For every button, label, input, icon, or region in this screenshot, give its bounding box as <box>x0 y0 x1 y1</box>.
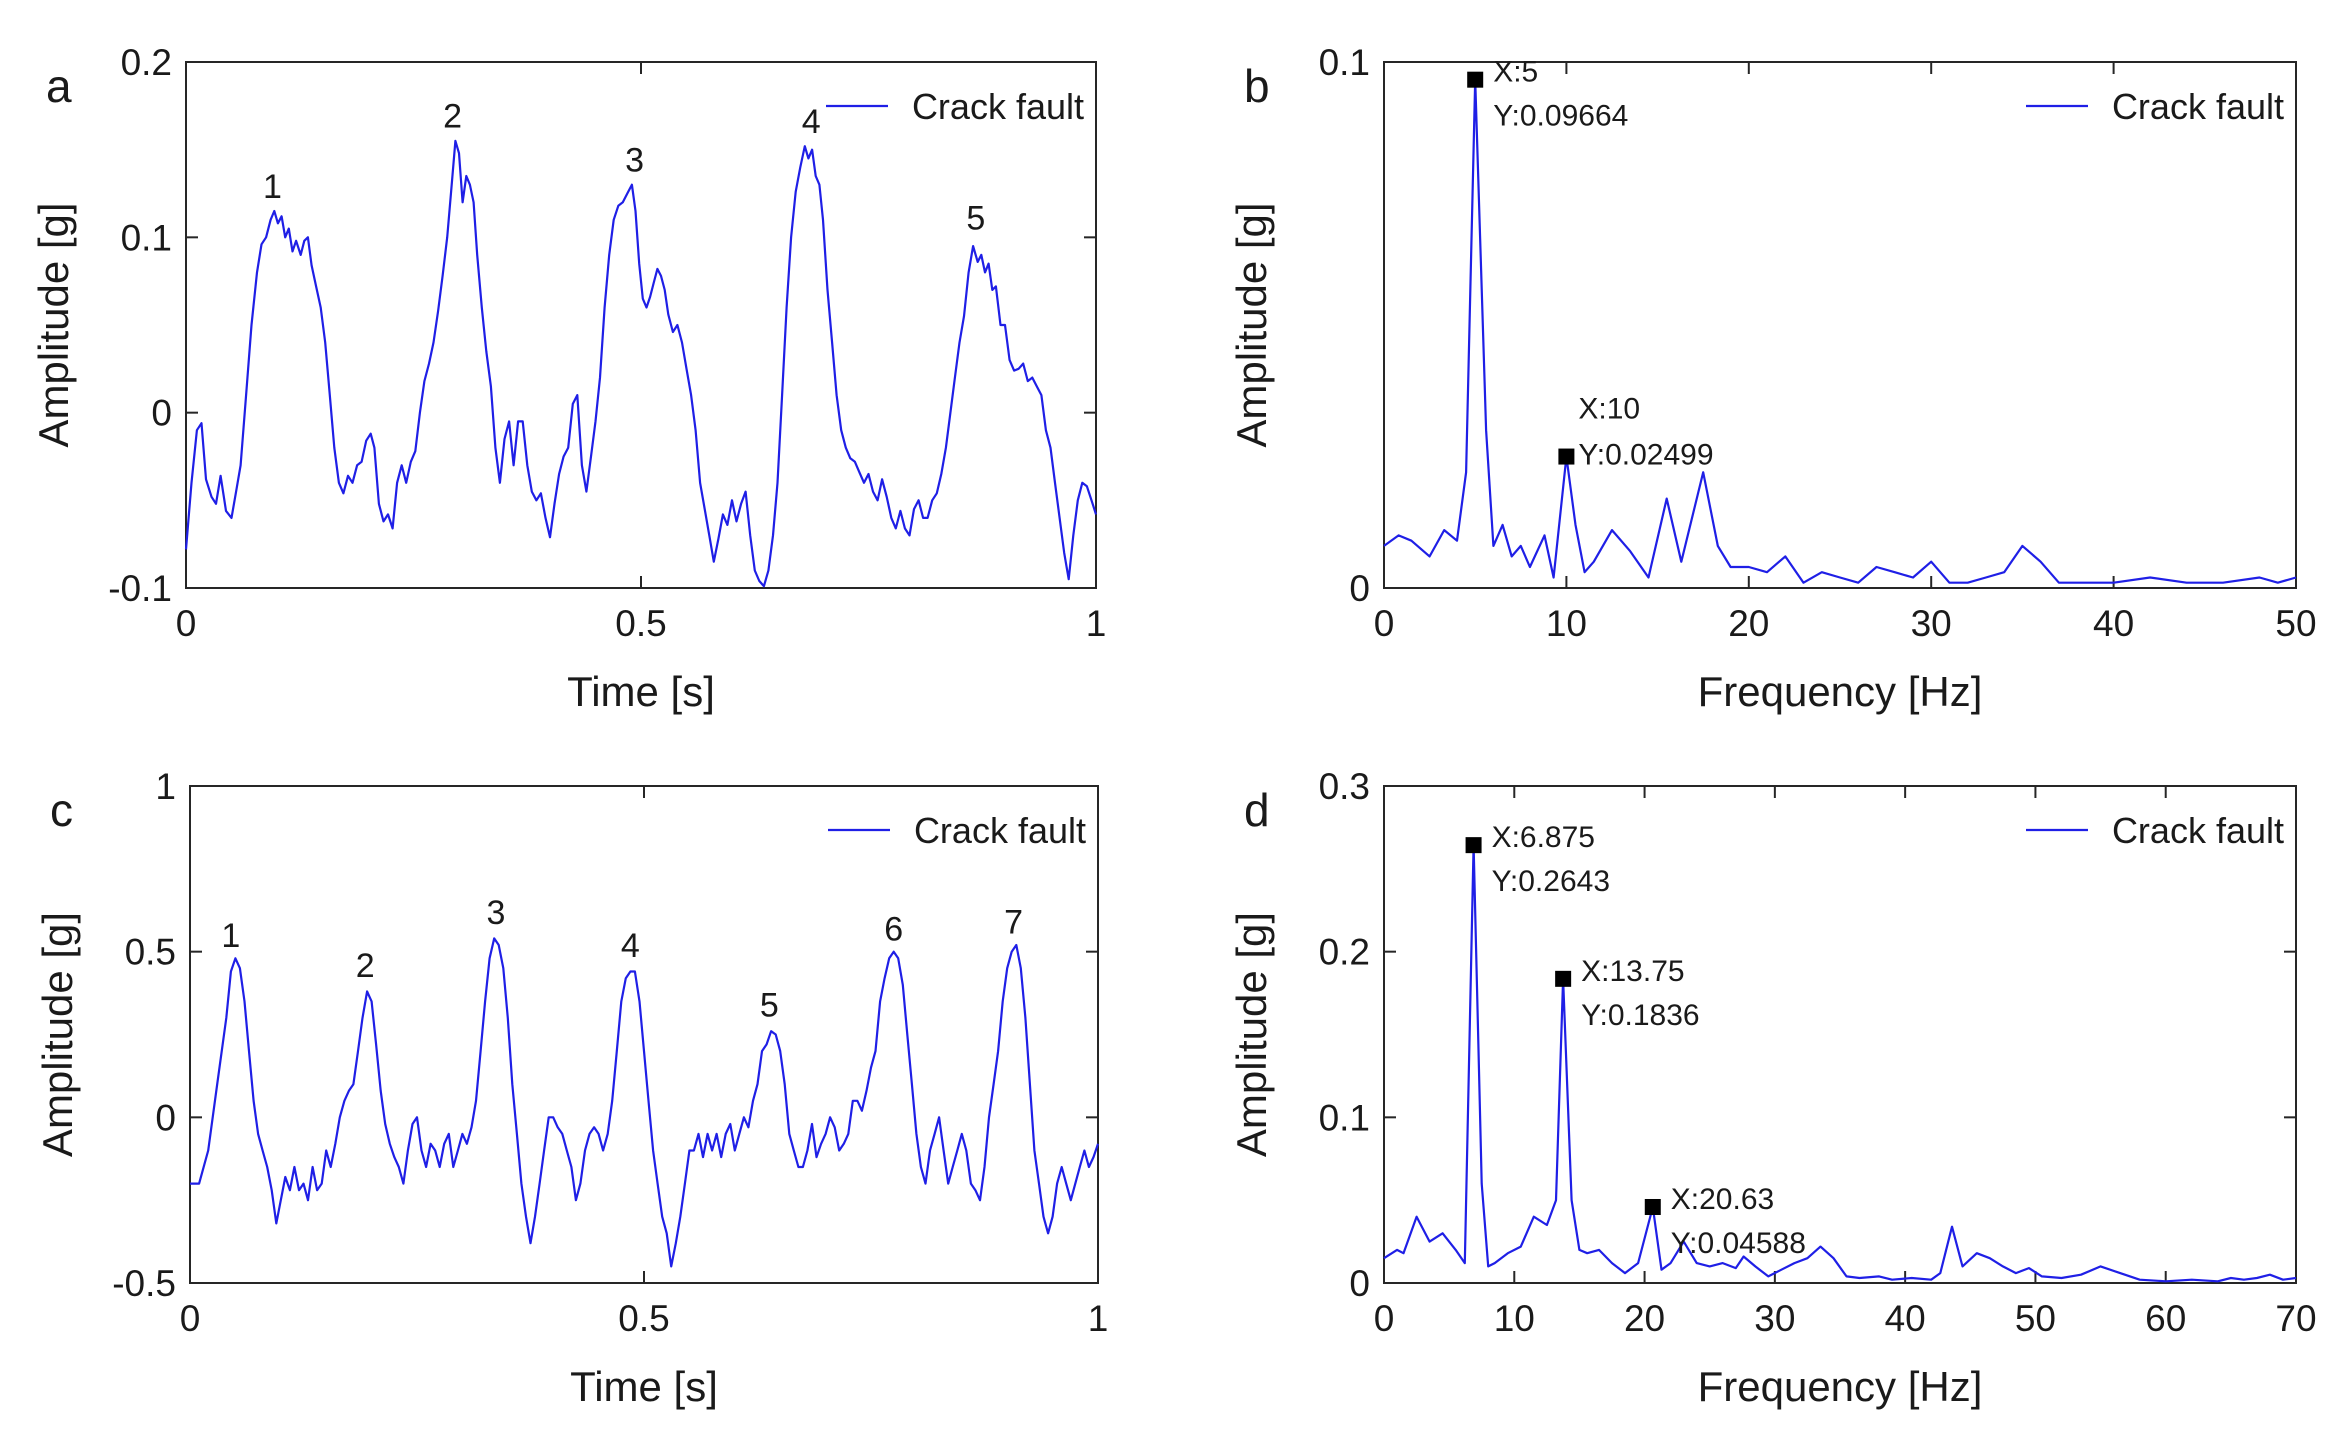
y-tick-label: 0.1 <box>1319 1097 1370 1138</box>
legend-label: Crack fault <box>2112 810 2284 851</box>
datatip-x-label: X:10 <box>1578 393 1640 426</box>
y-tick-label: 0.1 <box>1319 42 1370 83</box>
datatip-y-label: Y:0.09664 <box>1493 100 1628 133</box>
x-tick-label: 40 <box>1885 1298 1926 1339</box>
peak-number-label: 2 <box>443 98 462 136</box>
x-tick-label: 0 <box>180 1298 201 1339</box>
peak-number-label: 5 <box>966 199 985 237</box>
x-tick-label: 20 <box>1624 1298 1665 1339</box>
datatip-marker[interactable] <box>1555 970 1572 987</box>
peak-number-label: 7 <box>1004 904 1023 942</box>
x-axis-label: Time [s] <box>567 668 715 715</box>
peak-number-label: 1 <box>221 917 240 955</box>
peak-number-label: 3 <box>487 894 506 932</box>
y-tick-label: 0.1 <box>121 217 172 258</box>
axes-box <box>189 785 1099 1284</box>
legend-label: Crack fault <box>912 86 1084 127</box>
x-axis-label: Frequency [Hz] <box>1698 1363 1983 1410</box>
datatip-y-label: Y:0.1836 <box>1581 999 1699 1032</box>
y-tick-label: 0.2 <box>121 42 172 83</box>
datatip-marker[interactable] <box>1558 448 1575 465</box>
x-tick-label: 40 <box>2093 603 2134 644</box>
x-tick-label: 50 <box>2275 603 2316 644</box>
datatip-x-label: X:20.63 <box>1671 1183 1774 1216</box>
panel-letter: b <box>1244 60 1270 112</box>
x-tick-label: 1 <box>1088 1298 1109 1339</box>
panel-d: 0 10 20 30 40 50 60 70 0 0.1 0.2 0.3 Frequency [Hz] A… <box>1228 766 2317 1410</box>
peak-number-label: 5 <box>760 987 779 1025</box>
x-axis-label: Frequency [Hz] <box>1698 668 1983 715</box>
y-tick-label: 1 <box>155 766 176 807</box>
x-tick-label: 10 <box>1494 1298 1535 1339</box>
y-tick-label: 0 <box>151 393 172 434</box>
datatip-marker[interactable] <box>1465 837 1482 854</box>
y-tick-label: 0.3 <box>1319 766 1370 807</box>
y-tick-label: 0.5 <box>125 932 176 973</box>
x-tick-label: 0.5 <box>615 603 666 644</box>
series-line-crack-fault <box>1383 844 2297 1283</box>
x-tick-label: 50 <box>2015 1298 2056 1339</box>
axes-box <box>1383 785 2297 1284</box>
legend-label: Crack fault <box>2112 86 2284 127</box>
x-tick-label: 0 <box>176 603 197 644</box>
series-line-crack-fault <box>184 139 1098 588</box>
datatip-y-label: Y:0.02499 <box>1578 439 1713 472</box>
x-tick-label: 10 <box>1546 603 1587 644</box>
datatip-x-label: X:6.875 <box>1492 821 1595 854</box>
y-axis-label: Amplitude [g] <box>34 912 81 1157</box>
peak-number-label: 3 <box>625 141 644 179</box>
x-tick-label: 20 <box>1728 603 1769 644</box>
peak-number-label: 6 <box>884 910 903 948</box>
y-tick-label: -0.1 <box>108 568 172 609</box>
panel-b: 0 10 20 30 40 50 0 0.1 Frequency [Hz] Amplitude [… <box>1228 42 2317 715</box>
y-tick-label: -0.5 <box>112 1263 176 1304</box>
datatip-x-label: X:13.75 <box>1581 955 1684 988</box>
y-axis-label: Amplitude [g] <box>1228 912 1275 1157</box>
x-tick-label: 0 <box>1374 603 1395 644</box>
legend-label: Crack fault <box>914 810 1086 851</box>
x-tick-label: 30 <box>1911 603 1952 644</box>
peak-number-label: 4 <box>621 927 640 965</box>
x-tick-label: 0 <box>1374 1298 1395 1339</box>
y-tick-label: 0 <box>1349 568 1370 609</box>
y-tick-label: 0.2 <box>1319 932 1370 973</box>
datatip-y-label: Y:0.04588 <box>1671 1227 1806 1260</box>
panel-letter: a <box>46 60 72 112</box>
x-axis-label: Time [s] <box>570 1363 718 1410</box>
x-tick-label: 60 <box>2145 1298 2186 1339</box>
datatip-y-label: Y:0.2643 <box>1492 865 1610 898</box>
x-tick-label: 0.5 <box>618 1298 669 1339</box>
y-tick-label: 0 <box>1349 1263 1370 1304</box>
series-line-crack-fault <box>190 937 1100 1268</box>
peak-number-label: 2 <box>356 947 375 985</box>
axes-box <box>1383 61 2297 589</box>
datatip-marker[interactable] <box>1467 71 1484 88</box>
series-line-crack-fault <box>1383 78 2297 584</box>
datatip-marker[interactable] <box>1644 1198 1661 1215</box>
y-axis-label: Amplitude [g] <box>1228 202 1275 447</box>
datatip-x-label: X:5 <box>1493 56 1538 89</box>
y-axis-label: Amplitude [g] <box>30 202 77 447</box>
y-tick-label: 0 <box>155 1097 176 1138</box>
x-tick-label: 70 <box>2275 1298 2316 1339</box>
x-tick-label: 30 <box>1754 1298 1795 1339</box>
peak-number-label: 1 <box>263 168 282 206</box>
panel-letter: c <box>50 784 73 836</box>
x-tick-label: 1 <box>1086 603 1107 644</box>
peak-number-label: 4 <box>802 103 821 141</box>
panel-letter: d <box>1244 784 1270 836</box>
